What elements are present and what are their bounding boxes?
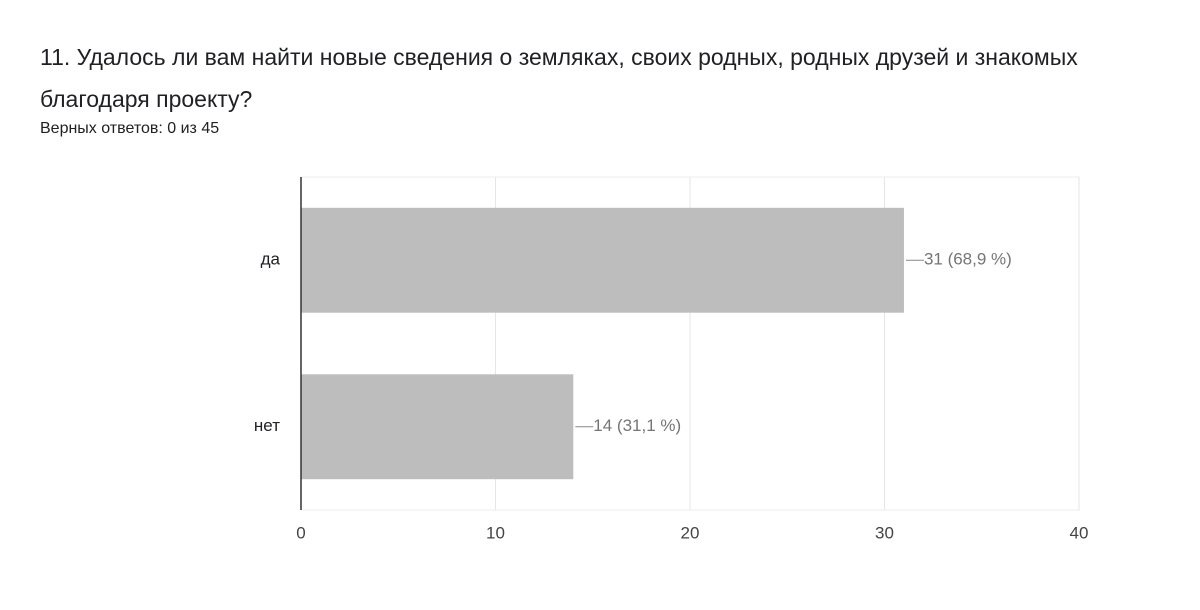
x-tick-label: 10	[486, 523, 505, 542]
value-label: 31 (68,9 %)	[924, 250, 1012, 269]
y-tick-label: да	[261, 250, 281, 269]
chart-title: 11. Удалось ли вам найти новые сведения …	[40, 44, 1078, 112]
value-label: 14 (31,1 %)	[593, 416, 681, 435]
bar	[301, 207, 904, 313]
chart-subtitle: Верных ответов: 0 из 45	[40, 120, 220, 137]
x-tick-label: 20	[681, 523, 700, 542]
y-tick-label: нет	[254, 416, 280, 435]
x-tick-label: 30	[875, 523, 894, 542]
x-tick-label: 40	[1070, 523, 1089, 542]
x-tick-label: 0	[296, 523, 305, 542]
bar	[301, 374, 574, 480]
